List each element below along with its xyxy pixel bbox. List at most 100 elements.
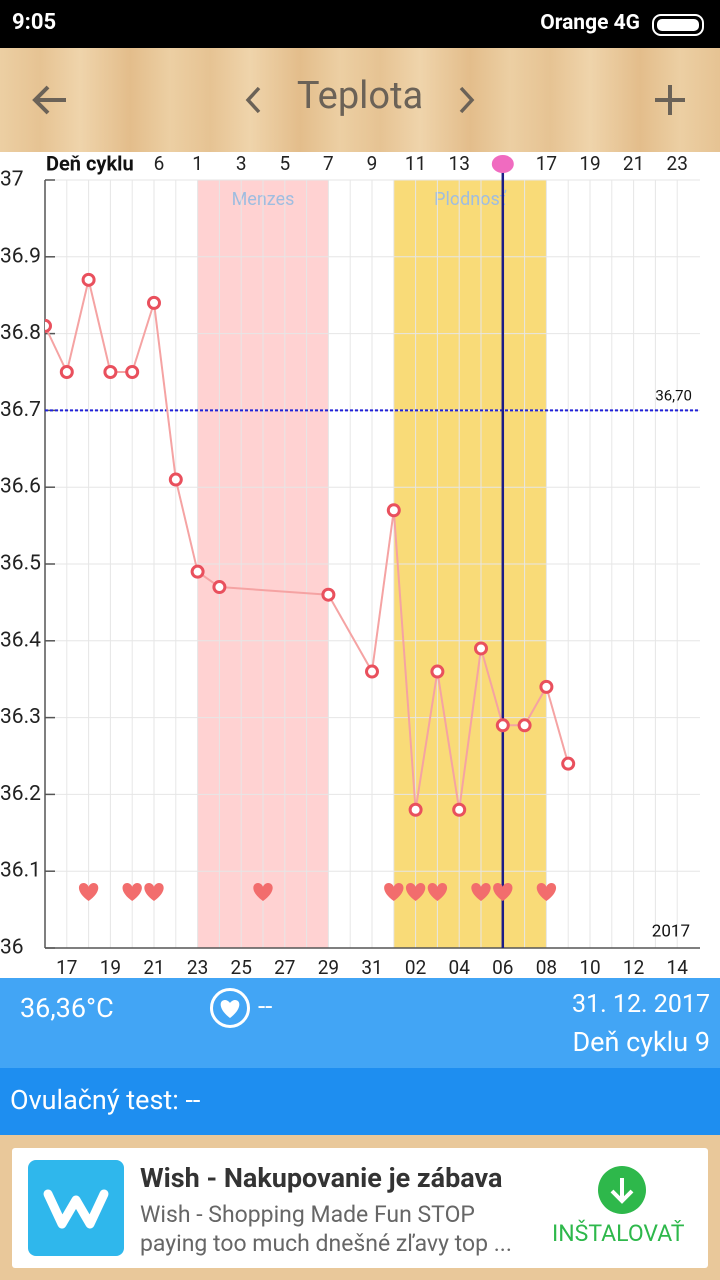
line-segment	[174, 479, 199, 572]
x-tick-label: 25	[231, 956, 252, 978]
cycle-label-bg	[42, 152, 144, 178]
x-tick-label: 14	[667, 956, 689, 978]
date: 31. 12. 2017	[572, 990, 710, 1019]
y-tick-label: 36.7	[0, 398, 41, 422]
line-segment	[392, 510, 417, 810]
heart	[471, 883, 491, 901]
x-tick-label: 23	[187, 956, 208, 978]
x-tick-label: 21	[143, 956, 164, 978]
line-segment	[414, 671, 439, 810]
x-tick-label: 19	[100, 956, 121, 978]
year-annotation: 2017	[652, 921, 690, 941]
x-tick-label: 08	[536, 956, 557, 978]
data-point	[408, 802, 423, 817]
temperature: 36,36°C	[20, 992, 114, 1024]
cycle-day-label: 23	[667, 152, 688, 175]
cycle-day-label: 5	[279, 152, 290, 175]
y-tick-label: 36.5	[0, 552, 41, 576]
next-button[interactable]	[456, 84, 478, 116]
line-segment	[480, 648, 504, 726]
line-segment	[327, 594, 373, 673]
data-point	[386, 503, 401, 518]
data-point	[147, 295, 161, 310]
prev-button[interactable]	[242, 84, 264, 116]
x-tick-label: 02	[405, 956, 426, 978]
cycle-axis-label: Deň cyklu	[46, 152, 134, 175]
carrier: Orange 4G	[540, 11, 640, 35]
info-panel: 36,36°C -- 31. 12. 2017 Deň cyklu 9	[0, 978, 720, 1068]
data-point	[517, 718, 532, 733]
line-segment	[153, 302, 177, 480]
data-point	[474, 641, 488, 656]
data-point	[125, 365, 140, 379]
x-tick-label: 31	[361, 956, 382, 978]
line-segment	[436, 671, 461, 810]
back-button[interactable]	[30, 82, 70, 118]
x-tick-label: 04	[449, 956, 471, 978]
add-button[interactable]	[652, 82, 688, 118]
data-point	[212, 580, 227, 595]
heart	[493, 883, 513, 901]
line-segment	[458, 648, 482, 810]
line-segment	[219, 586, 329, 596]
heart	[536, 883, 557, 901]
cycle-day-label: 1	[192, 152, 203, 175]
chart-background	[0, 152, 720, 978]
cycle-day-label: 11	[405, 152, 426, 175]
data-point	[190, 564, 205, 579]
heart	[144, 883, 164, 901]
clock: 9:05	[12, 10, 57, 35]
heart	[427, 883, 448, 901]
line-segment	[523, 686, 548, 726]
x-tick-label: 27	[274, 956, 295, 978]
cycle-day: Deň cyklu 9	[572, 1026, 710, 1058]
y-tick-label: 36.1	[0, 859, 41, 883]
data-point	[168, 472, 183, 487]
download-icon[interactable]	[598, 1166, 646, 1214]
ovulation-test: Ovulačný test: --	[10, 1084, 201, 1116]
install-button[interactable]: INŠTALOVAŤ	[552, 1220, 685, 1247]
heart-value: --	[258, 992, 273, 1022]
y-tick-label: 37	[0, 168, 24, 192]
y-tick-label: 36.8	[0, 321, 41, 345]
data-point	[561, 756, 576, 771]
y-tick-label: 36.4	[0, 628, 41, 652]
ad-banner[interactable]: Wish - Nakupovanie je zábava Wish - Shop…	[12, 1148, 708, 1268]
heart	[405, 883, 426, 901]
cycle-day-label: 6	[154, 152, 165, 175]
data-point	[430, 664, 445, 679]
heart	[384, 883, 404, 901]
data-point	[539, 679, 554, 694]
cycle-day-label: 3	[236, 152, 247, 175]
data-point	[45, 318, 52, 333]
ad-logo	[28, 1160, 124, 1256]
x-tick-label: 10	[579, 956, 600, 978]
line-segment	[131, 302, 155, 373]
ad-body: Wish - Shopping Made Fun STOP paying too…	[140, 1201, 512, 1257]
line-segment	[65, 279, 90, 373]
heart	[122, 883, 142, 901]
y-tick-label: 36.9	[0, 244, 41, 268]
data-point	[495, 718, 510, 733]
data-point	[452, 802, 467, 817]
heart-icon	[210, 988, 250, 1028]
band-label: Plodnosť	[434, 189, 507, 210]
heart	[78, 883, 99, 901]
x-tick-label: 12	[623, 956, 644, 978]
line-segment	[371, 510, 395, 672]
ad-title: Wish - Nakupovanie je zábava	[140, 1162, 503, 1194]
line-segment	[545, 686, 570, 764]
line-segment	[45, 325, 68, 373]
plot-area	[45, 272, 576, 817]
data-point	[365, 664, 379, 679]
y-tick-label: 36.2	[0, 782, 41, 806]
status-bar: 9:05 Orange 4G	[0, 0, 720, 48]
battery-icon	[652, 14, 704, 36]
data-point	[103, 365, 118, 379]
heart	[253, 883, 273, 901]
ovulation-panel[interactable]: Ovulačný test: --	[0, 1068, 720, 1135]
y-tick-label: 36.3	[0, 705, 41, 729]
cycle-day-label: 17	[536, 152, 557, 175]
